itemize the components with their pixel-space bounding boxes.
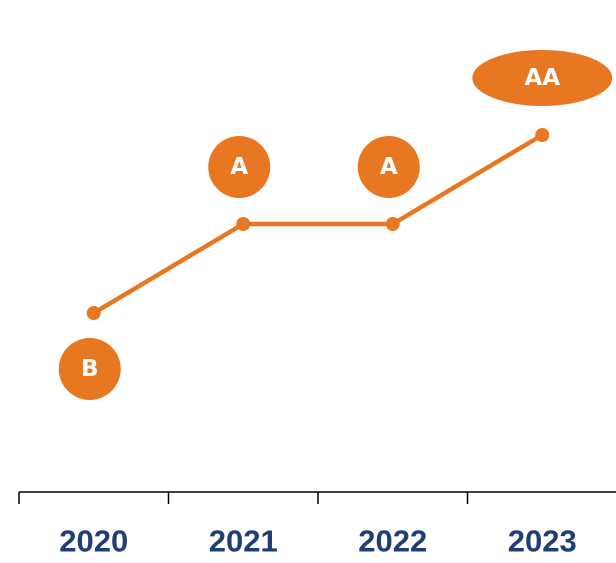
x-tick-label: 2020 — [59, 524, 128, 559]
label-badge — [472, 50, 613, 106]
data-label: AA — [524, 65, 560, 91]
x-tick-label: 2023 — [508, 524, 577, 559]
point — [385, 217, 400, 231]
line — [92, 133, 544, 315]
x-tick-label: 2022 — [358, 524, 427, 559]
label-badge — [208, 136, 271, 198]
point — [535, 128, 550, 142]
data-label: A — [380, 154, 398, 180]
label-badge — [58, 338, 121, 400]
point — [236, 217, 251, 231]
data-label: A — [230, 154, 248, 180]
data-label: B — [81, 356, 99, 382]
point — [86, 306, 101, 320]
label-badge — [357, 136, 420, 198]
x-tick-label: 2021 — [209, 524, 278, 559]
